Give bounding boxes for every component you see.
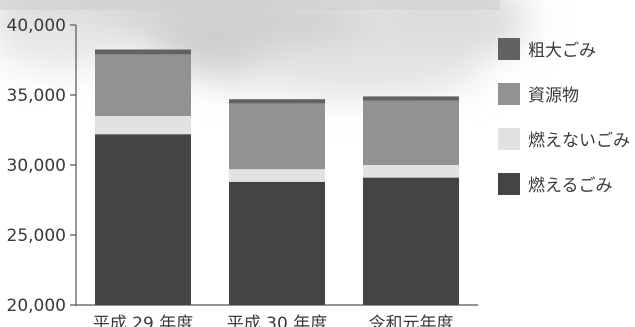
legend-swatch (498, 173, 520, 195)
legend-label: 燃えないごみ (528, 131, 630, 151)
legend-swatch (498, 83, 520, 105)
bars (95, 49, 459, 305)
legend-label: 燃えるごみ (528, 176, 613, 196)
bar-segment (363, 100, 459, 165)
y-tick-label: 35,000 (7, 86, 66, 106)
bar-segment (229, 99, 325, 104)
legend-swatch (498, 38, 520, 60)
bar-segment (363, 177, 459, 305)
legend-swatch (498, 128, 520, 150)
legend-label: 資源物 (528, 86, 579, 106)
bar-segment (95, 116, 191, 135)
y-tick-label: 40,000 (7, 16, 66, 36)
bar-segment (229, 181, 325, 305)
x-tick-label: 平成 29 年度 (93, 314, 193, 327)
bar-segment (229, 169, 325, 182)
bar-segment (95, 134, 191, 305)
y-tick-label: 20,000 (7, 296, 66, 316)
legend-label: 粗大ごみ (528, 41, 596, 61)
bar-segment (229, 103, 325, 170)
bar-segment (95, 54, 191, 116)
smoke-cloud-background (0, 0, 530, 100)
bar-segment (363, 165, 459, 178)
x-axis-labels: 平成 29 年度 平成 30 年度 令和元年度 (93, 314, 454, 327)
axes: 20,000 25,000 30,000 35,000 40,000 (7, 16, 478, 316)
bar-segment (95, 49, 191, 55)
bar-segment (363, 96, 459, 101)
chart-title-partial (0, 0, 500, 10)
x-tick-label: 平成 30 年度 (227, 314, 327, 327)
y-tick-label: 25,000 (7, 226, 66, 246)
y-tick-label: 30,000 (7, 156, 66, 176)
x-tick-label: 令和元年度 (369, 314, 454, 327)
